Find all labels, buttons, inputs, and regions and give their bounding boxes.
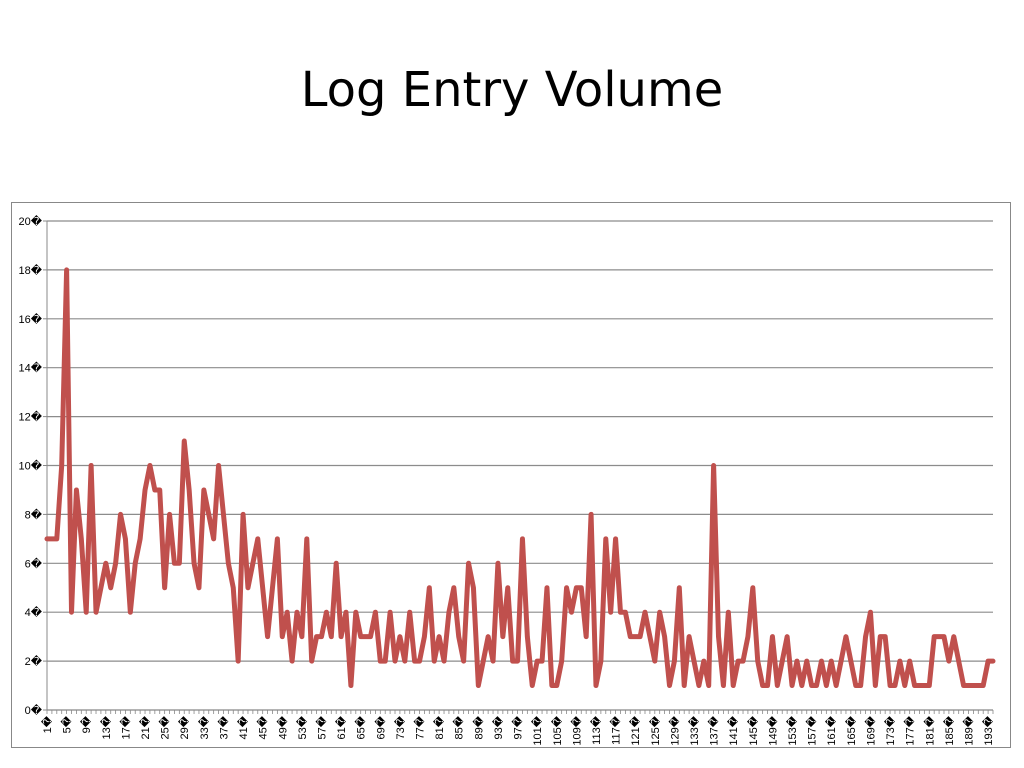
x-tick-label: 53� <box>295 715 309 739</box>
x-tick-label: 61� <box>334 715 348 739</box>
x-tick-label: 9� <box>79 715 93 733</box>
x-tick-label: 133� <box>687 715 701 745</box>
x-tick-label: 97� <box>511 715 525 739</box>
x-tick-label: 89� <box>471 715 485 739</box>
x-tick-label: 117� <box>609 715 623 745</box>
x-tick-label: 69� <box>373 715 387 739</box>
y-tick-label: 14� <box>18 361 42 375</box>
y-tick-label: 4� <box>25 605 43 619</box>
x-tick-label: 137� <box>707 715 721 745</box>
x-tick-label: 81� <box>432 715 446 739</box>
x-tick-label: 101� <box>530 715 544 745</box>
x-tick-label: 121� <box>628 715 642 745</box>
x-tick-label: 113� <box>589 715 603 745</box>
x-tick-label: 173� <box>883 715 897 745</box>
y-tick-label: 6� <box>25 556 43 570</box>
y-tick-label: 18� <box>18 263 42 277</box>
x-tick-label: 37� <box>216 715 230 739</box>
x-tick-label: 29� <box>177 715 191 739</box>
y-tick-label: 20� <box>18 214 42 228</box>
y-tick-label: 8� <box>25 507 43 521</box>
x-tick-label: 57� <box>314 715 328 739</box>
x-tick-label: 125� <box>648 715 662 745</box>
x-tick-label: 157� <box>805 715 819 745</box>
y-tick-label: 16� <box>18 312 42 326</box>
chart-frame <box>11 202 1011 748</box>
x-tick-label: 13� <box>99 715 113 739</box>
x-tick-label: 145� <box>746 715 760 745</box>
series-line <box>44 267 996 689</box>
x-tick-label: 149� <box>765 715 779 745</box>
x-tick-label: 141� <box>726 715 740 745</box>
x-tick-label: 129� <box>667 715 681 745</box>
x-tick-label: 109� <box>569 715 583 745</box>
x-tick-label: 17� <box>118 715 132 739</box>
x-tick-label: 33� <box>197 715 211 739</box>
x-tick-label: 77� <box>413 715 427 739</box>
x-tick-label: 181� <box>922 715 936 745</box>
y-tick-label: 10� <box>18 459 42 473</box>
x-tick-label: 65� <box>354 715 368 739</box>
x-tick-label: 105� <box>550 715 564 745</box>
x-tick-label: 193� <box>981 715 995 745</box>
x-tick-label: 5� <box>60 715 74 733</box>
x-tick-label: 21� <box>138 715 152 739</box>
x-tick-label: 189� <box>961 715 975 745</box>
x-tick-label: 185� <box>942 715 956 745</box>
x-tick-label: 73� <box>393 715 407 739</box>
y-tick-label: 2� <box>25 654 43 668</box>
x-tick-label: 49� <box>275 715 289 739</box>
x-tick-label: 25� <box>158 715 172 739</box>
x-tick-label: 45� <box>256 715 270 739</box>
x-tick-label: 1� <box>40 715 54 733</box>
x-tick-label: 161� <box>824 715 838 745</box>
y-tick-label: 12� <box>18 410 42 424</box>
x-tick-label: 177� <box>903 715 917 745</box>
x-tick-label: 41� <box>236 715 250 739</box>
y-tick-label: 0� <box>25 703 43 717</box>
x-tick-label: 153� <box>785 715 799 745</box>
x-tick-label: 165� <box>844 715 858 745</box>
x-tick-label: 169� <box>863 715 877 745</box>
x-tick-label: 93� <box>491 715 505 739</box>
slide-title: Log Entry Volume <box>300 62 724 118</box>
x-tick-label: 85� <box>452 715 466 739</box>
